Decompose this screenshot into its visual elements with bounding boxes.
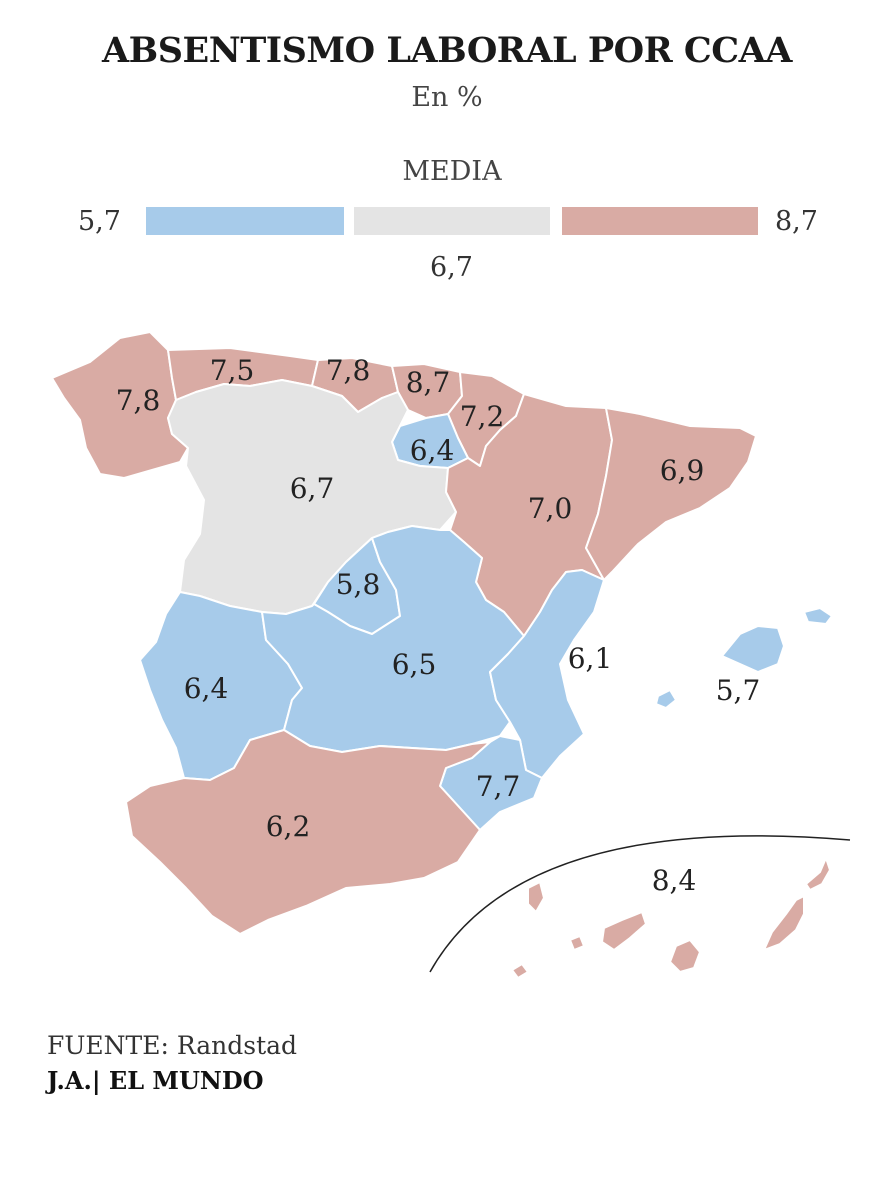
label-castilla-y-leon: 6,7 xyxy=(290,472,335,505)
label-andalucia: 6,2 xyxy=(266,810,311,843)
region-baleares-ibiza xyxy=(655,689,677,709)
region-canarias-tenerife xyxy=(601,911,647,951)
legend-max-value: 8,7 xyxy=(775,206,818,237)
legend-swatch-low xyxy=(146,207,344,235)
label-navarra: 7,2 xyxy=(460,400,505,433)
region-baleares xyxy=(721,625,785,673)
label-pais-vasco: 8,7 xyxy=(406,366,451,399)
label-castilla-la-mancha: 6,5 xyxy=(392,648,437,681)
label-comunidad-valenciana: 6,1 xyxy=(568,642,613,675)
region-cataluna xyxy=(585,407,757,581)
region-canarias-fuerteventura xyxy=(763,895,805,951)
legend-average-value: 6,7 xyxy=(430,252,473,283)
region-canarias-la-palma xyxy=(527,881,545,913)
label-cataluna: 6,9 xyxy=(660,454,705,487)
chart-subtitle: En % xyxy=(411,82,483,113)
label-cantabria: 7,8 xyxy=(326,354,371,387)
label-baleares: 5,7 xyxy=(716,674,761,707)
label-aragon: 7,0 xyxy=(528,492,573,525)
label-galicia: 7,8 xyxy=(116,384,161,417)
spain-map: 7,8 7,5 7,8 8,7 7,2 6,4 6,7 7,0 6,9 5,8 … xyxy=(51,331,851,979)
legend-swatch-high xyxy=(562,207,758,235)
label-asturias: 7,5 xyxy=(210,354,255,387)
region-canarias-gran-canaria xyxy=(669,939,701,973)
canarias-inset-arc xyxy=(429,835,851,973)
chart-title: ABSENTISMO LABORAL POR CCAA xyxy=(102,30,792,71)
region-andalucia xyxy=(125,729,491,935)
label-la-rioja: 6,4 xyxy=(410,434,455,467)
region-canarias-gomera xyxy=(569,935,585,951)
label-canarias: 8,4 xyxy=(652,864,697,897)
region-comunidad-valenciana xyxy=(489,569,605,779)
label-madrid: 5,8 xyxy=(336,568,381,601)
region-canarias-lanzarote xyxy=(805,857,831,891)
region-canarias-hierro xyxy=(511,963,529,979)
source-note: FUENTE: Randstad xyxy=(47,1031,298,1060)
legend-swatch-mid xyxy=(354,207,550,235)
credit-note: J.A.| EL MUNDO xyxy=(47,1066,264,1095)
label-murcia: 7,7 xyxy=(476,770,521,803)
legend-title: MEDIA xyxy=(402,156,502,187)
label-extremadura: 6,4 xyxy=(184,672,229,705)
legend-min-value: 5,7 xyxy=(78,206,121,237)
region-baleares-menorca xyxy=(803,607,833,625)
